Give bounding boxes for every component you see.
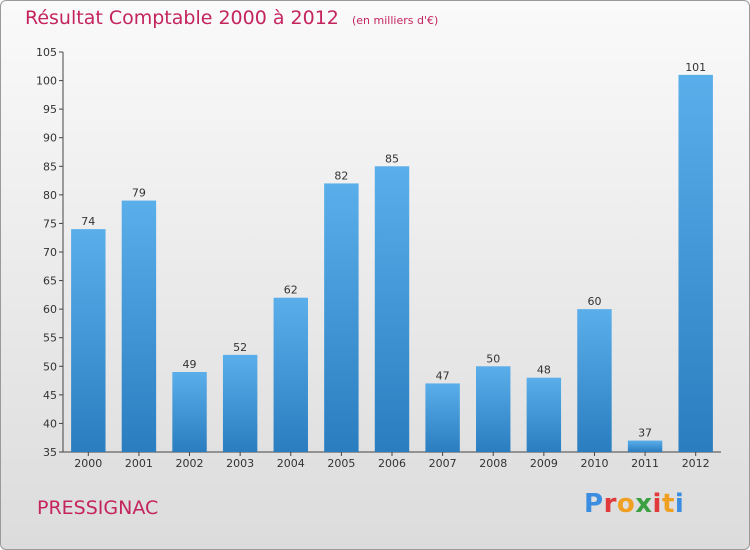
x-tick-label: 2012 xyxy=(682,457,710,470)
data-label: 49 xyxy=(183,358,197,371)
x-tick-label: 2008 xyxy=(479,457,507,470)
y-tick-label: 80 xyxy=(43,189,57,202)
x-tick-label: 2010 xyxy=(580,457,608,470)
data-labels: 74 79 49 52 62 82 85 47 50 48 60 37 101 xyxy=(81,61,706,440)
bar xyxy=(678,74,713,452)
title-main: Résultat Comptable 2000 à 2012 xyxy=(25,7,339,29)
bar xyxy=(273,297,308,452)
bar xyxy=(222,354,258,452)
data-label: 50 xyxy=(486,352,500,365)
x-tick-label: 2011 xyxy=(631,457,659,470)
y-tick-label: 100 xyxy=(36,75,57,88)
chart-title: Résultat Comptable 2000 à 2012 (en milli… xyxy=(25,7,438,29)
bar xyxy=(324,183,359,452)
bar xyxy=(526,377,562,452)
data-label: 37 xyxy=(638,427,652,440)
data-label: 48 xyxy=(537,364,551,377)
y-tick-label: 35 xyxy=(43,446,57,459)
data-label: 60 xyxy=(587,295,601,308)
logo-letter: i xyxy=(652,489,662,519)
x-tick-label: 2009 xyxy=(530,457,558,470)
bar xyxy=(374,166,410,453)
title-unit: (en milliers d'€) xyxy=(351,14,439,27)
data-label: 74 xyxy=(81,215,95,228)
bar xyxy=(172,372,207,452)
logo-letter: x xyxy=(635,489,653,519)
y-tick-label: 95 xyxy=(43,103,57,116)
data-label: 79 xyxy=(132,187,146,200)
bars xyxy=(71,74,713,453)
y-tick-label: 60 xyxy=(43,303,57,316)
proxiti-logo: Proxiti xyxy=(584,489,684,519)
data-label: 62 xyxy=(284,284,298,297)
bar xyxy=(627,440,663,452)
logo-letter: i xyxy=(674,489,685,519)
data-label: 82 xyxy=(334,169,348,182)
x-tick-label: 2004 xyxy=(277,457,305,470)
y-tick-label: 70 xyxy=(43,246,57,259)
bar xyxy=(121,200,157,452)
commune-name: PRESSIGNAC xyxy=(37,497,159,519)
y-tick-label: 40 xyxy=(43,417,57,430)
logo-letter: o xyxy=(616,489,636,519)
x-tick-label: 2006 xyxy=(378,457,406,470)
x-tick-label: 2003 xyxy=(226,457,254,470)
y-tick-label: 65 xyxy=(43,275,57,288)
data-label: 52 xyxy=(233,341,247,354)
y-tick-label: 75 xyxy=(43,217,57,230)
data-label: 101 xyxy=(685,61,706,74)
bar xyxy=(577,309,612,452)
y-tick-label: 55 xyxy=(43,332,57,345)
x-tick-label: 2002 xyxy=(176,457,204,470)
x-tick-label: 2000 xyxy=(74,457,102,470)
logo-letter: r xyxy=(603,489,617,519)
data-label: 85 xyxy=(385,152,399,165)
y-tick-label: 105 xyxy=(36,46,57,59)
logo-letter: P xyxy=(584,489,604,519)
logo-letter: t xyxy=(661,489,675,519)
y-tick-label: 45 xyxy=(43,389,57,402)
y-tick-label: 90 xyxy=(43,132,57,145)
x-tick-label: 2001 xyxy=(125,457,153,470)
x-tick-label: 2007 xyxy=(429,457,457,470)
bar xyxy=(425,383,460,452)
data-label: 47 xyxy=(436,369,450,382)
bar xyxy=(476,366,511,452)
x-tick-label: 2005 xyxy=(327,457,355,470)
bar xyxy=(71,229,106,452)
y-tick-label: 50 xyxy=(43,360,57,373)
y-tick-label: 85 xyxy=(43,160,57,173)
